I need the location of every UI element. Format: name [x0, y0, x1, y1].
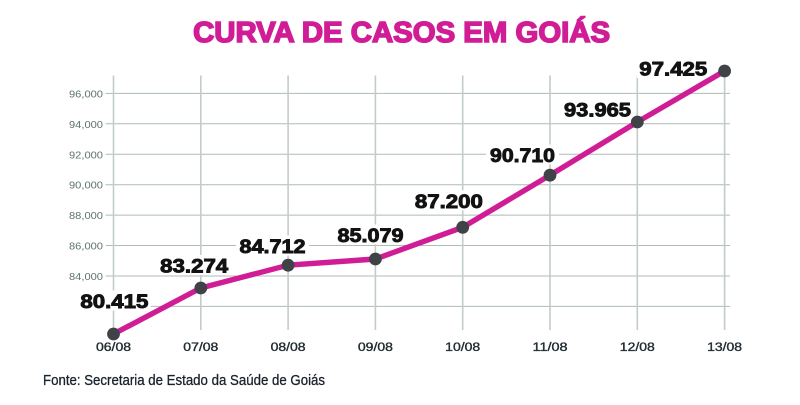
- svg-text:CURVA DE CASOS EM GOIÁS: CURVA DE CASOS EM GOIÁS: [193, 15, 610, 49]
- svg-text:90,000: 90,000: [69, 181, 103, 192]
- svg-text:84,000: 84,000: [69, 272, 103, 283]
- svg-text:94,000: 94,000: [69, 120, 103, 131]
- svg-text:09/08: 09/08: [358, 342, 393, 354]
- svg-text:84.712: 84.712: [240, 237, 306, 258]
- svg-text:97.425: 97.425: [639, 59, 707, 80]
- svg-text:87.200: 87.200: [415, 192, 483, 213]
- svg-text:07/08: 07/08: [183, 342, 218, 354]
- svg-text:96,000: 96,000: [69, 89, 103, 100]
- svg-text:10/08: 10/08: [445, 342, 480, 354]
- svg-text:93.965: 93.965: [564, 100, 631, 121]
- svg-text:08/08: 08/08: [271, 342, 306, 354]
- svg-text:86,000: 86,000: [69, 242, 103, 253]
- svg-text:Fonte: Secretaria de Estado da: Fonte: Secretaria de Estado da Saúde de …: [43, 372, 325, 389]
- svg-text:92,000: 92,000: [69, 150, 103, 161]
- svg-text:90.710: 90.710: [490, 146, 555, 167]
- svg-text:83.274: 83.274: [160, 256, 228, 277]
- svg-text:11/08: 11/08: [533, 342, 568, 354]
- svg-text:80.415: 80.415: [80, 292, 148, 313]
- svg-text:85.079: 85.079: [338, 226, 404, 247]
- svg-text:88,000: 88,000: [69, 211, 103, 222]
- svg-text:06/08: 06/08: [96, 342, 131, 354]
- svg-text:12/08: 12/08: [620, 342, 655, 354]
- svg-text:13/08: 13/08: [707, 342, 742, 354]
